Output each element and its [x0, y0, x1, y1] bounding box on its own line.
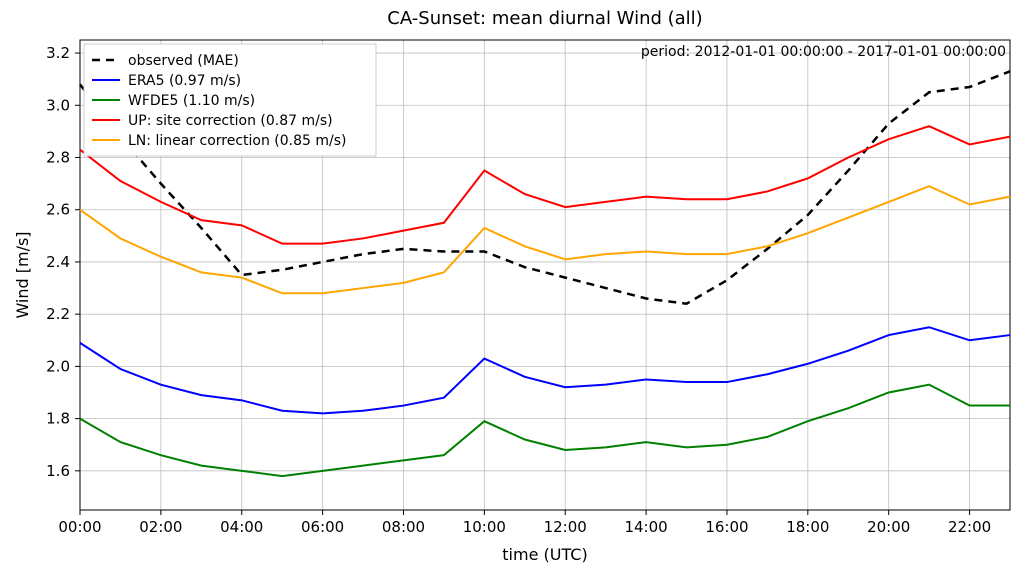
legend-item-label: WFDE5 (1.10 m/s)	[128, 93, 255, 109]
y-tick-label: 2.6	[46, 201, 70, 219]
chart-title: CA-Sunset: mean diurnal Wind (all)	[387, 8, 702, 29]
y-tick-label: 2.2	[46, 305, 70, 323]
legend-item-label: LN: linear correction (0.85 m/s)	[128, 133, 346, 149]
x-tick-label: 14:00	[624, 518, 667, 536]
y-tick-label: 2.8	[46, 149, 70, 167]
y-tick-label: 3.2	[46, 44, 70, 62]
x-tick-label: 00:00	[58, 518, 101, 536]
x-tick-label: 04:00	[220, 518, 263, 536]
y-tick-label: 3.0	[46, 96, 70, 114]
period-label: period: 2012-01-01 00:00:00 - 2017-01-01…	[641, 44, 1006, 60]
x-tick-label: 02:00	[139, 518, 182, 536]
x-tick-label: 22:00	[948, 518, 991, 536]
x-tick-label: 20:00	[867, 518, 910, 536]
x-tick-label: 18:00	[786, 518, 829, 536]
y-axis-label: Wind [m/s]	[13, 231, 32, 318]
x-tick-label: 08:00	[382, 518, 425, 536]
y-tick-label: 1.8	[46, 410, 70, 428]
x-axis-label: time (UTC)	[502, 545, 587, 564]
x-tick-label: 06:00	[301, 518, 344, 536]
y-tick-label: 2.0	[46, 357, 70, 375]
legend-item-label: UP: site correction (0.87 m/s)	[128, 113, 333, 129]
x-tick-label: 12:00	[544, 518, 587, 536]
x-tick-label: 10:00	[463, 518, 506, 536]
chart-svg: 00:00 02:00 04:00 06:00 08:00 10:00 12:00 14:00…	[0, 0, 1036, 583]
y-tick-label: 1.6	[46, 462, 70, 480]
y-tick-label: 2.4	[46, 253, 70, 271]
chart-container: 00:00 02:00 04:00 06:00 08:00 10:00 12:00 14:00…	[0, 0, 1036, 583]
x-tick-label: 16:00	[705, 518, 748, 536]
legend-item-label: observed (MAE)	[128, 53, 239, 69]
legend-item-label: ERA5 (0.97 m/s)	[128, 73, 241, 89]
